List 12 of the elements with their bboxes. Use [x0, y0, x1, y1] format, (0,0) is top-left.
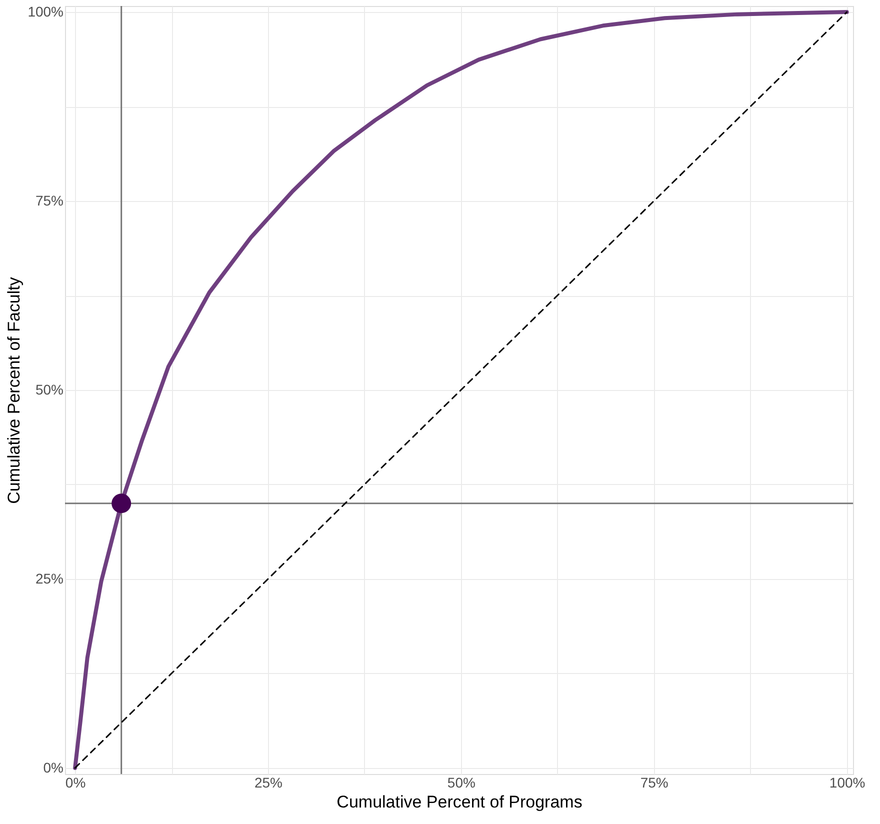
x-tick-label: 100% [829, 774, 866, 790]
x-axis-title: Cumulative Percent of Programs [336, 792, 582, 812]
x-tick-label: 25% [254, 774, 282, 790]
y-tick-label: 25% [35, 570, 64, 586]
x-tick-label: 75% [640, 774, 668, 790]
y-tick-label: 100% [28, 4, 64, 20]
x-tick-label: 50% [447, 774, 476, 790]
y-axis-title: Cumulative Percent of Faculty [4, 276, 24, 504]
x-tick-label: 0% [65, 774, 86, 790]
y-tick-label: 50% [35, 382, 64, 398]
y-tick-label: 75% [35, 192, 64, 209]
y-tick-label: 0% [43, 759, 64, 776]
